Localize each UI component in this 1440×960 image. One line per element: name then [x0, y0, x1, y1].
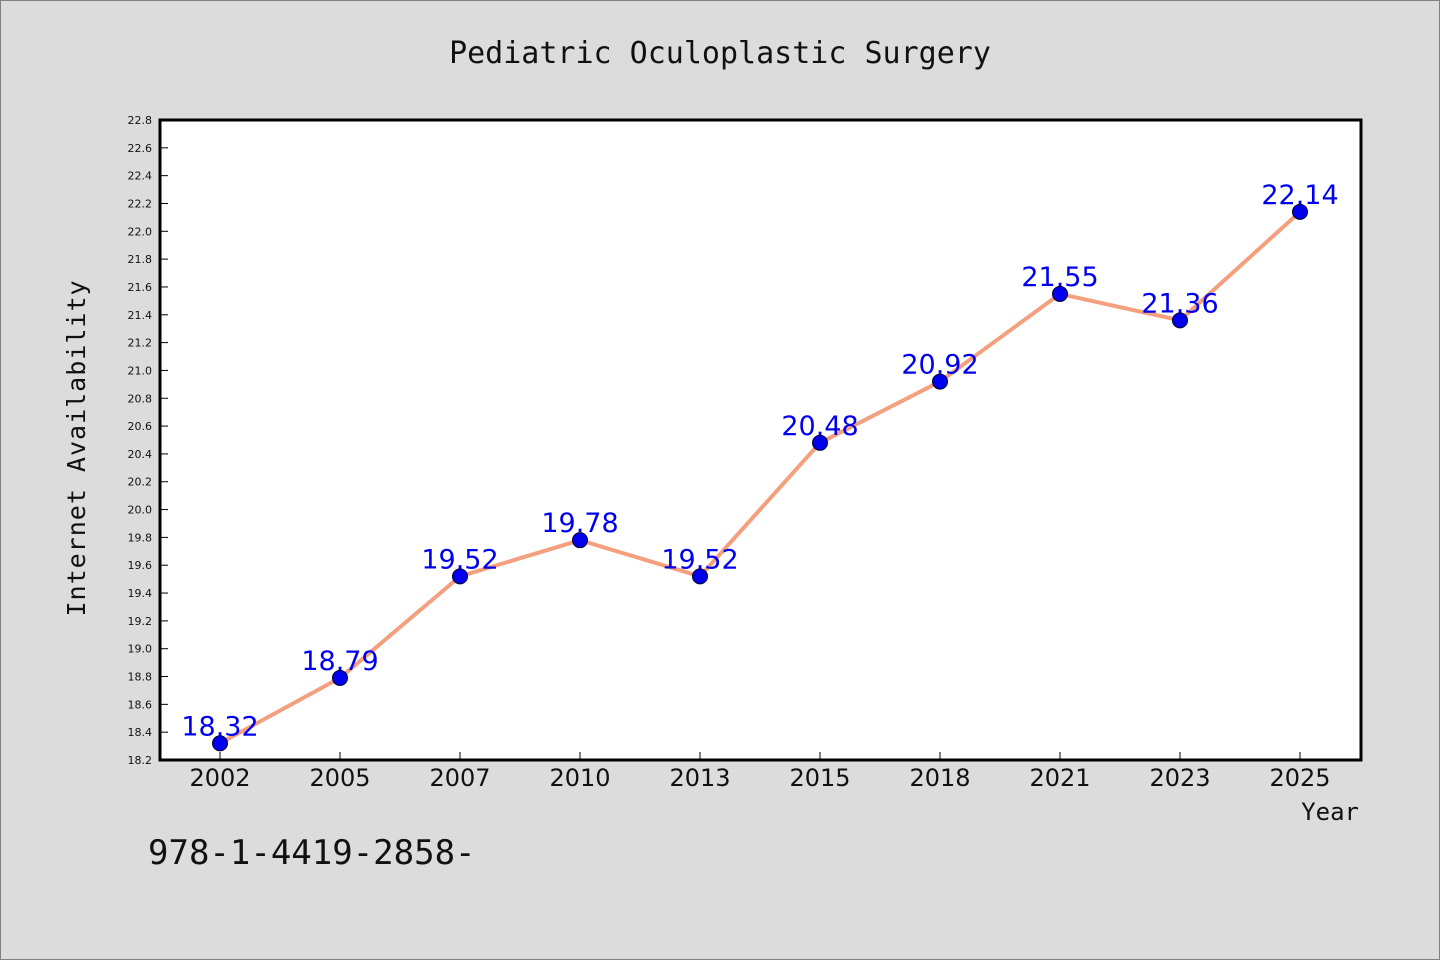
y-tick-label: 22.4 [128, 170, 153, 183]
data-point [932, 373, 948, 390]
data-label: 19.52 [661, 544, 738, 575]
series-line [219, 210, 1302, 746]
data-point [1052, 285, 1068, 302]
data-label: 18.32 [181, 711, 258, 742]
y-tick-label: 18.6 [128, 698, 153, 711]
y-tick-label: 20.8 [128, 392, 153, 405]
y-tick-label: 20.6 [128, 420, 153, 433]
y-tick-label: 19.0 [128, 643, 153, 656]
x-tick-label: 2007 [429, 764, 490, 792]
y-axis-ticks: 18.2 18.4 18.6 18.8 19.0 19.2 19.4 19.6 19.8 20.0… [128, 114, 168, 767]
x-tick-label: 2021 [1029, 764, 1090, 792]
y-tick-label: 21.0 [128, 364, 153, 377]
y-tick-label: 20.2 [128, 476, 153, 489]
y-tick-label: 19.2 [128, 615, 153, 628]
y-tick-label: 18.2 [128, 754, 153, 767]
data-label: 19.78 [541, 508, 618, 539]
data-label: 20.48 [781, 411, 858, 442]
data-label: 18.79 [301, 646, 378, 677]
chart-title: Pediatric Oculoplastic Surgery [449, 36, 991, 71]
y-tick-label: 21.4 [128, 309, 153, 322]
x-tick-label: 2018 [909, 764, 970, 792]
data-label: 19.52 [421, 544, 498, 575]
y-tick-label: 22.8 [128, 114, 153, 127]
data-label: 20.92 [901, 350, 978, 381]
data-point [332, 669, 348, 686]
y-tick-label: 21.8 [128, 253, 153, 266]
data-point [812, 434, 828, 451]
data-labels: 18.32 18.79 19.52 19.78 19.52 20.48 20.92 21.55… [181, 180, 1338, 742]
plot-area [158, 118, 1363, 762]
x-tick-label: 2002 [189, 764, 250, 792]
data-point [572, 532, 588, 549]
y-tick-label: 19.4 [128, 587, 153, 600]
y-tick-label: 21.2 [128, 337, 153, 350]
data-point [212, 735, 228, 752]
y-tick-label: 18.8 [128, 671, 153, 684]
y-tick-label: 19.6 [128, 559, 153, 572]
x-axis-label: Year [1301, 798, 1359, 826]
data-label: 21.36 [1141, 288, 1218, 319]
y-tick-label: 20.4 [128, 448, 153, 461]
x-tick-label: 2023 [1149, 764, 1210, 792]
footer-isbn: 978-1-4419-2858- [148, 833, 476, 873]
x-tick-label: 2025 [1269, 764, 1330, 792]
y-axis-label: Internet Availability [62, 279, 91, 616]
y-tick-label: 18.4 [128, 726, 153, 739]
data-point [1292, 203, 1308, 220]
x-tick-label: 2010 [549, 764, 610, 792]
data-label: 22.14 [1261, 180, 1338, 211]
x-axis-ticks: 2002 2005 2007 2010 2013 2015 2018 2021 2023 2025 [189, 752, 1331, 792]
y-tick-label: 22.2 [128, 197, 153, 210]
series-group [212, 203, 1308, 752]
y-tick-label: 21.6 [128, 281, 153, 294]
x-tick-label: 2013 [669, 764, 730, 792]
y-tick-label: 19.8 [128, 531, 153, 544]
y-tick-label: 22.0 [128, 225, 153, 238]
data-point [452, 568, 468, 585]
x-tick-label: 2015 [789, 764, 850, 792]
data-point [1172, 312, 1188, 329]
y-tick-label: 20.0 [128, 504, 153, 517]
data-label: 21.55 [1021, 262, 1098, 293]
y-tick-label: 22.6 [128, 142, 153, 155]
data-point [692, 568, 708, 585]
x-tick-label: 2005 [309, 764, 370, 792]
